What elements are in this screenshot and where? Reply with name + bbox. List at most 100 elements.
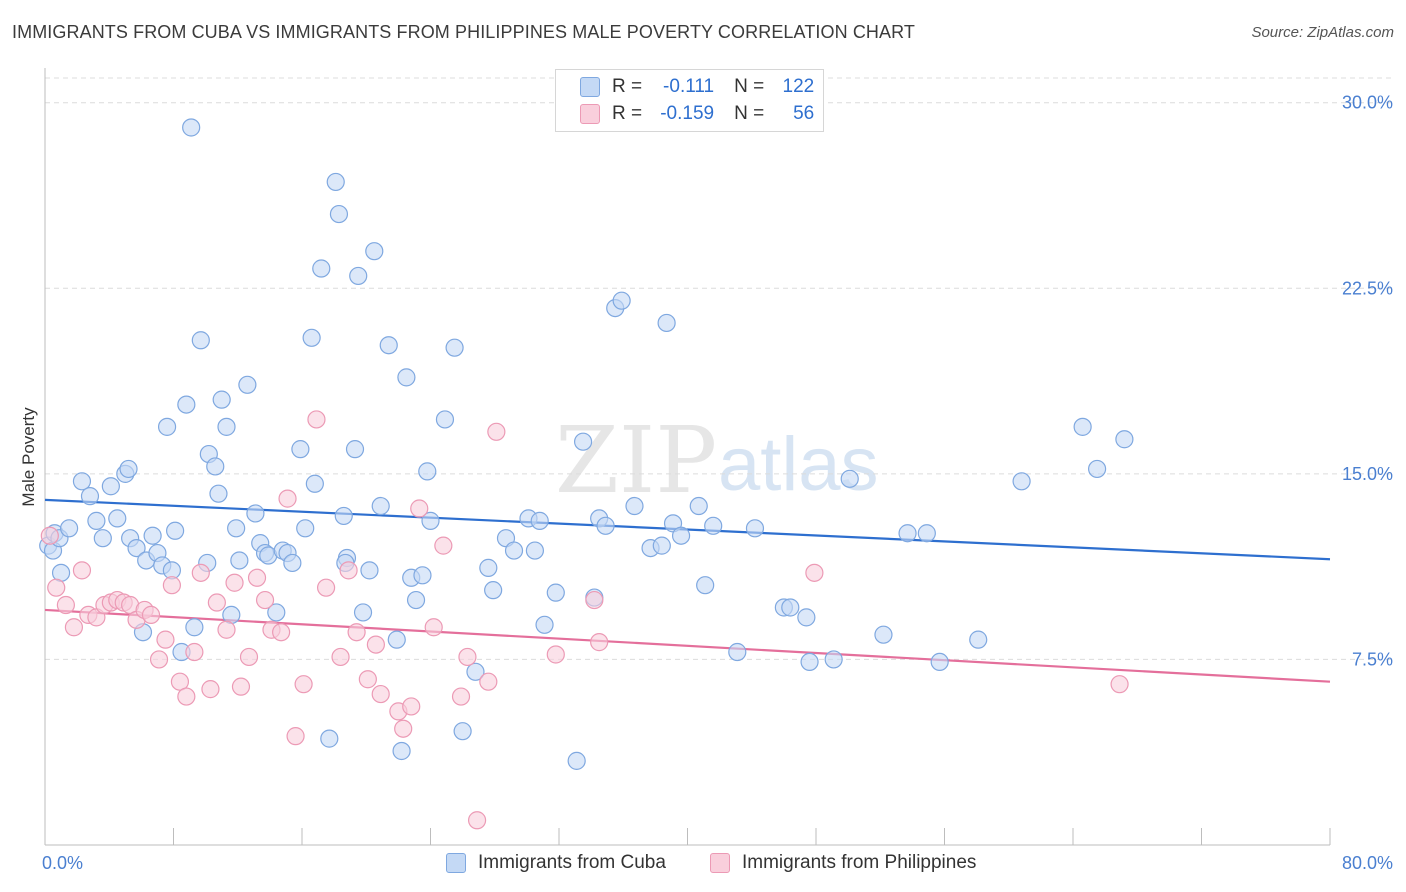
series-legend: Immigrants from Cuba Immigrants from Phi…: [0, 852, 1406, 878]
point-cuba: [349, 266, 368, 286]
point-philippines: [805, 563, 824, 582]
point-philippines: [225, 573, 244, 592]
source-credit: Source: ZipAtlas.com: [1251, 24, 1394, 41]
point-philippines: [331, 647, 350, 667]
point-cuba: [596, 516, 615, 535]
point-cuba: [1087, 459, 1107, 479]
point-cuba: [157, 417, 177, 436]
point-cuba: [625, 496, 644, 516]
point-cuba: [840, 469, 859, 488]
point-cuba: [353, 603, 373, 622]
point-philippines: [410, 499, 429, 518]
point-cuba: [379, 336, 398, 355]
point-cuba: [296, 519, 315, 538]
point-cuba: [291, 440, 310, 459]
point-cuba: [283, 553, 302, 573]
point-cuba: [1115, 430, 1134, 449]
point-philippines: [272, 623, 291, 642]
point-philippines: [207, 593, 226, 612]
data-points: [39, 118, 1134, 830]
point-cuba: [917, 524, 936, 543]
point-cuba: [567, 751, 586, 770]
point-cuba: [466, 662, 485, 681]
point-philippines: [590, 633, 609, 652]
point-cuba: [969, 630, 988, 649]
point-cuba: [930, 652, 949, 672]
point-cuba: [898, 524, 917, 543]
point-philippines: [371, 684, 390, 704]
y-tick-label: 22.5%: [1342, 278, 1393, 298]
legend-r-value-philippines: -0.159: [660, 103, 715, 124]
point-cuba: [453, 722, 472, 741]
point-cuba: [728, 642, 747, 662]
point-cuba: [246, 504, 265, 523]
point-cuba: [166, 521, 185, 540]
point-cuba: [230, 551, 249, 570]
point-cuba: [80, 487, 100, 506]
point-cuba: [874, 625, 893, 644]
point-philippines: [47, 578, 66, 597]
series-swatch-philippines: [710, 853, 730, 873]
point-philippines: [424, 618, 443, 637]
point-cuba: [320, 729, 339, 748]
point-cuba: [525, 541, 545, 560]
point-philippines: [451, 687, 471, 706]
legend-row-cuba: R = -0.111 N = 122: [580, 75, 814, 99]
point-philippines: [286, 727, 305, 746]
point-cuba: [101, 477, 120, 496]
point-philippines: [247, 568, 267, 587]
chart-title: IMMIGRANTS FROM CUBA VS IMMIGRANTS FROM …: [12, 22, 915, 42]
point-philippines: [191, 563, 210, 582]
point-cuba: [397, 368, 416, 387]
point-cuba: [657, 313, 676, 333]
legend-r-value-cuba: -0.111: [663, 76, 715, 97]
point-philippines: [458, 647, 477, 667]
point-cuba: [212, 390, 231, 409]
point-cuba: [93, 529, 112, 548]
legend-n-label: N =: [734, 76, 765, 97]
point-cuba: [305, 474, 324, 493]
point-cuba: [797, 608, 816, 627]
x-tick-label-min: 0.0%: [42, 853, 83, 873]
point-philippines: [434, 536, 453, 555]
legend-r-label: R =: [612, 76, 643, 97]
y-tick-label: 15.0%: [1342, 464, 1393, 484]
point-philippines: [394, 719, 413, 738]
point-cuba: [530, 511, 549, 530]
point-philippines: [402, 697, 421, 716]
point-cuba: [365, 242, 384, 261]
point-philippines: [149, 650, 169, 669]
point-cuba: [546, 583, 565, 602]
point-cuba: [696, 576, 715, 595]
series-label-cuba: Immigrants from Cuba: [478, 852, 666, 873]
legend-swatch-cuba: [580, 77, 600, 97]
point-cuba: [484, 581, 503, 600]
point-cuba: [392, 741, 411, 761]
point-cuba: [689, 496, 708, 516]
point-cuba: [185, 618, 204, 637]
point-cuba: [612, 291, 631, 310]
point-cuba: [345, 440, 365, 459]
series-legend-cuba[interactable]: Immigrants from Cuba: [446, 852, 666, 874]
point-philippines: [239, 647, 259, 667]
point-cuba: [177, 395, 196, 414]
point-philippines: [278, 489, 297, 508]
point-philippines: [316, 578, 336, 597]
axis-labels: 7.5% 15.0% 22.5% 30.0% 0.0% 80.0% Male Poverty: [19, 93, 1393, 873]
point-cuba: [1012, 472, 1031, 491]
point-cuba: [413, 566, 432, 585]
watermark-zip: ZIP: [555, 407, 717, 514]
series-legend-philippines[interactable]: Immigrants from Philippines: [710, 852, 976, 874]
legend-swatch-philippines: [580, 104, 600, 124]
point-cuba: [143, 526, 162, 545]
y-axis-label: Male Poverty: [19, 407, 38, 507]
point-philippines: [177, 687, 196, 706]
y-tick-label: 7.5%: [1352, 649, 1393, 669]
point-cuba: [435, 410, 455, 429]
point-philippines: [479, 672, 498, 691]
point-cuba: [1073, 417, 1092, 436]
legend-n-label: N =: [734, 103, 765, 124]
point-cuba: [704, 516, 723, 535]
y-tick-label: 30.0%: [1342, 93, 1393, 113]
point-cuba: [227, 519, 246, 538]
